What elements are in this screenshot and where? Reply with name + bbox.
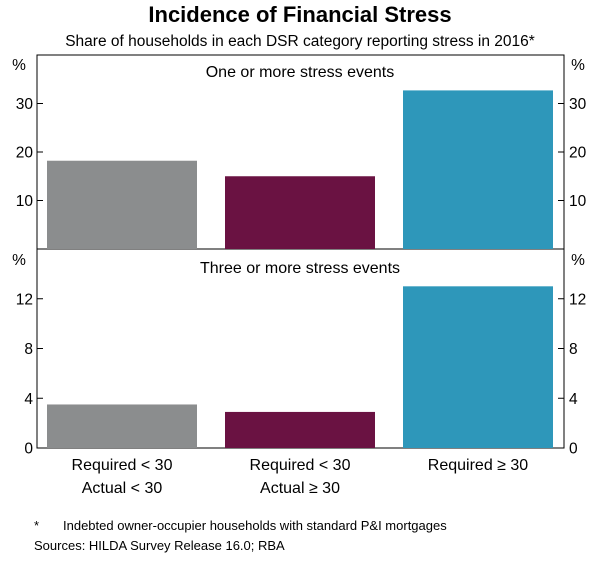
category-label: Actual < 30 [82,480,163,497]
tick-label-right: 12 [569,291,586,308]
tick-label-left: 12 [16,291,33,308]
panel-2: Three or more stress events% % 0 0 4 4 8 8 12 12 [12,252,586,458]
tick-label-left: 30 [16,96,34,113]
tick-label-right: 0 [569,441,578,458]
tick-label-left: 0 [24,441,33,458]
unit-label-right: % [571,57,585,74]
sources-note: Sources: HILDA Survey Release 16.0; RBA [34,538,285,553]
tick-label-right: 10 [569,193,587,210]
panel-title: Three or more stress events [200,260,400,277]
bar [403,90,553,249]
unit-label-right: % [571,252,585,269]
category-label: Required < 30 [72,457,173,474]
tick-label-right: 8 [569,341,578,358]
chart-subtitle: Share of households in each DSR category… [65,33,535,50]
bar [225,176,375,249]
bar [403,286,553,448]
category-label: Required < 30 [250,457,351,474]
footnote-marker: * [34,518,39,533]
chart-panels: One or more stress events% % 10 10 20 20 30 30 T… [12,57,587,458]
tick-label-right: 20 [569,145,587,162]
unit-label-left: % [12,57,26,74]
category-label: Actual ≥ 30 [260,480,340,497]
category-label: Required ≥ 30 [428,457,529,474]
tick-label-left: 8 [24,341,33,358]
panel-title: One or more stress events [206,64,395,81]
tick-label-right: 30 [569,96,587,113]
chart-title: Incidence of Financial Stress [148,2,451,27]
tick-label-left: 10 [16,193,34,210]
panel-1: One or more stress events% % 10 10 20 20 30 30 [12,57,587,249]
footnote-text: Indebted owner-occupier households with … [63,518,447,533]
bar [47,404,197,448]
bar [225,411,375,448]
bar [47,160,197,249]
chart-notes: * Indebted owner-occupier households wit… [34,518,447,553]
category-labels: Required < 30 Actual < 30 Required < 30 Act… [72,457,529,497]
unit-label-left: % [12,252,26,269]
tick-label-left: 20 [16,145,34,162]
tick-label-right: 4 [569,391,578,408]
tick-label-left: 4 [24,391,33,408]
